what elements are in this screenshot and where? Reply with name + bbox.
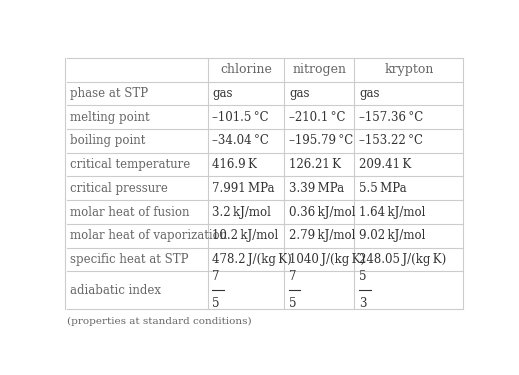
Text: 209.41 K: 209.41 K <box>359 158 412 171</box>
Text: chlorine: chlorine <box>220 63 272 76</box>
Text: 2.79 kJ/mol: 2.79 kJ/mol <box>289 229 356 242</box>
Text: 1.64 kJ/mol: 1.64 kJ/mol <box>359 206 426 219</box>
Text: 3.39 MPa: 3.39 MPa <box>289 182 344 195</box>
Text: (properties at standard conditions): (properties at standard conditions) <box>67 316 252 326</box>
Text: –153.22 °C: –153.22 °C <box>359 135 424 147</box>
Text: 10.2 kJ/mol: 10.2 kJ/mol <box>212 229 279 242</box>
Text: 3: 3 <box>359 297 367 310</box>
Text: 5: 5 <box>359 270 367 284</box>
Text: 7: 7 <box>289 270 296 284</box>
Text: melting point: melting point <box>70 111 149 124</box>
Text: 126.21 K: 126.21 K <box>289 158 341 171</box>
Text: –157.36 °C: –157.36 °C <box>359 111 424 124</box>
Text: 416.9 K: 416.9 K <box>212 158 257 171</box>
Text: 5.5 MPa: 5.5 MPa <box>359 182 407 195</box>
Text: 5: 5 <box>289 297 296 310</box>
Text: critical temperature: critical temperature <box>70 158 190 171</box>
Text: 3.2 kJ/mol: 3.2 kJ/mol <box>212 206 271 219</box>
Text: 9.02 kJ/mol: 9.02 kJ/mol <box>359 229 426 242</box>
Text: 1040 J/(kg K): 1040 J/(kg K) <box>289 253 365 266</box>
Text: 248.05 J/(kg K): 248.05 J/(kg K) <box>359 253 446 266</box>
Text: –34.04 °C: –34.04 °C <box>212 135 269 147</box>
Text: specific heat at STP: specific heat at STP <box>70 253 188 266</box>
Text: nitrogen: nitrogen <box>292 63 346 76</box>
Text: molar heat of vaporization: molar heat of vaporization <box>70 229 227 242</box>
Text: –101.5 °C: –101.5 °C <box>212 111 269 124</box>
Text: adiabatic index: adiabatic index <box>70 284 161 297</box>
Text: gas: gas <box>212 87 233 100</box>
Text: gas: gas <box>359 87 380 100</box>
Text: molar heat of fusion: molar heat of fusion <box>70 206 189 219</box>
Text: critical pressure: critical pressure <box>70 182 168 195</box>
Text: 0.36 kJ/mol: 0.36 kJ/mol <box>289 206 356 219</box>
Text: 5: 5 <box>212 297 220 310</box>
Text: 7: 7 <box>212 270 220 284</box>
Text: boiling point: boiling point <box>70 135 145 147</box>
Text: gas: gas <box>289 87 309 100</box>
Text: –210.1 °C: –210.1 °C <box>289 111 346 124</box>
Text: –195.79 °C: –195.79 °C <box>289 135 353 147</box>
Text: phase at STP: phase at STP <box>70 87 148 100</box>
Text: 7.991 MPa: 7.991 MPa <box>212 182 275 195</box>
Text: 478.2 J/(kg K): 478.2 J/(kg K) <box>212 253 292 266</box>
Text: krypton: krypton <box>384 63 433 76</box>
